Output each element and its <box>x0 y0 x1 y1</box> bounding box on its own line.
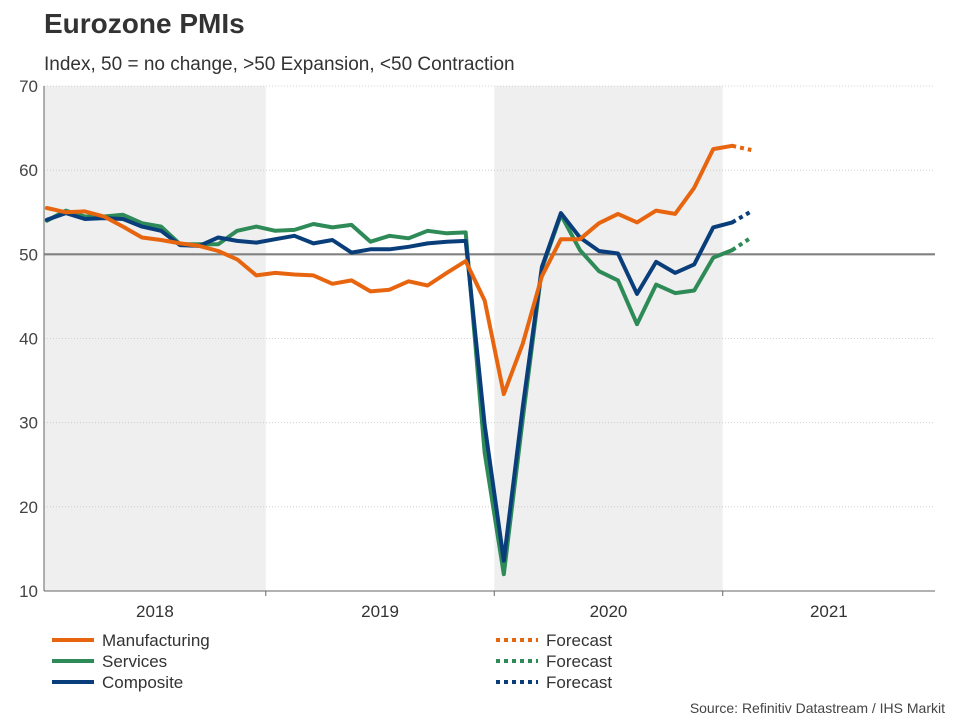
y-tick-20: 20 <box>19 498 38 517</box>
year-label-2020: 2020 <box>590 602 628 621</box>
y-tick-30: 30 <box>19 414 38 433</box>
x-axis-year-labels: 2018 2019 2020 2021 <box>136 602 848 621</box>
legend-label-composite: Composite <box>102 673 183 692</box>
legend: Manufacturing Services Composite Forecas… <box>52 631 612 692</box>
y-tick-60: 60 <box>19 161 38 180</box>
year-label-2019: 2019 <box>361 602 399 621</box>
axes <box>43 86 935 596</box>
legend-label-services: Services <box>102 652 167 671</box>
y-tick-40: 40 <box>19 330 38 349</box>
legend-label-composite-forecast: Forecast <box>546 673 612 692</box>
y-axis-ticks: 10 20 30 40 50 60 70 <box>19 77 38 601</box>
series-forecast-composite <box>731 209 753 225</box>
series-line-manufacturing <box>44 143 735 397</box>
legend-label-manufacturing: Manufacturing <box>102 631 210 650</box>
y-tick-10: 10 <box>19 582 38 601</box>
series-forecast-services <box>731 235 753 252</box>
source-note: Source: Refinitiv Datastream / IHS Marki… <box>690 700 945 716</box>
legend-label-services-forecast: Forecast <box>546 652 612 671</box>
year-label-2021: 2021 <box>810 602 848 621</box>
legend-label-manufacturing-forecast: Forecast <box>546 631 612 650</box>
series-line-composite <box>44 211 735 563</box>
series-line-services <box>44 208 735 577</box>
series-lines <box>44 143 753 577</box>
year-label-2018: 2018 <box>136 602 174 621</box>
chart-title: Eurozone PMIs <box>44 8 245 39</box>
y-tick-70: 70 <box>19 77 38 96</box>
y-tick-50: 50 <box>19 245 38 264</box>
chart-subtitle: Index, 50 = no change, >50 Expansion, <5… <box>44 54 515 75</box>
series-forecast-manufacturing <box>731 143 752 152</box>
